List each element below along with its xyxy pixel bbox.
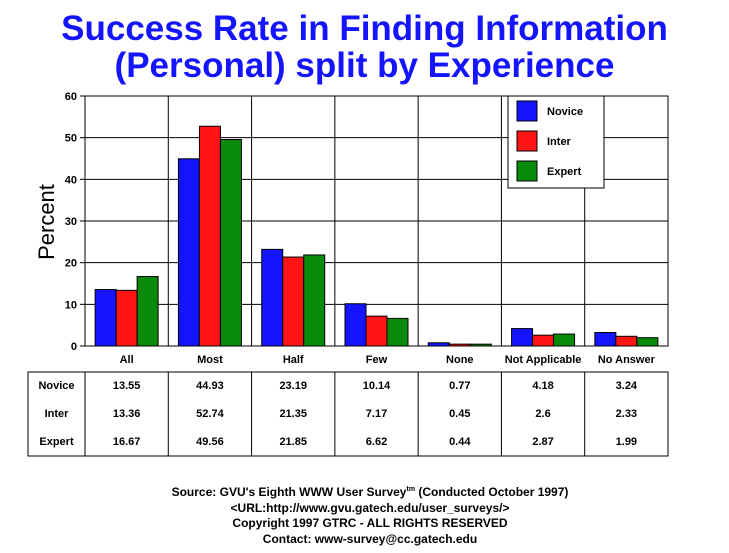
bar-expert-all [136,276,159,347]
copyright: Copyright 1997 GTRC - ALL RIGHTS RESERVE… [232,516,508,530]
table-cell: 3.24 [616,380,638,392]
bar-inter-no-answer [615,335,638,347]
plot-frame [84,95,669,347]
table-cell: 7.17 [366,408,387,420]
axes [80,95,669,347]
y-tick-label: 30 [65,216,77,228]
table-cell: 10.14 [363,380,391,392]
trademark-sup: tm [406,486,416,493]
table-cell: 21.85 [279,436,307,448]
bar-inter-few [365,315,388,347]
contact: Contact: www-survey@cc.gatech.edu [262,531,478,546]
survey-url: <URL:http://www.gvu.gatech.edu/user_surv… [230,500,510,515]
table-row-label: Inter [45,408,70,420]
bar-expert-few [386,317,409,347]
y-tick-labels: 0 10 20 30 40 50 60 [65,91,77,353]
table-cell: 23.19 [279,380,307,392]
x-tick-labels: All Most Half Few None Not Applicable No Answe… [120,354,656,366]
bar-expert-most [219,139,242,347]
bar-inter-most [198,125,221,347]
legend-swatch-expert [516,160,538,182]
table-cell: 0.44 [449,436,471,448]
data-table: Novice 13.55 44.93 23.19 10.14 0.77 4.18 3.24 In… [27,371,669,457]
bar-novice-not-applicable [511,328,534,347]
table-cell: 6.62 [366,436,387,448]
legend-label-expert: Expert [547,166,582,178]
table-cell: 44.93 [196,380,224,392]
bar-novice-half [261,248,284,347]
y-tick-label: 50 [65,133,77,145]
legend-swatch-inter [516,130,538,152]
source-text: Source: GVU's Eighth WWW User Survey [171,485,407,499]
y-tick-label: 0 [71,341,77,353]
bar-expert-half [303,254,326,347]
x-tick-label: Not Applicable [505,354,582,366]
x-tick-label: None [446,354,474,366]
bar-novice-most [177,158,200,347]
y-tick-label: 20 [65,258,77,270]
bar-novice-all [94,289,117,347]
x-tick-label: All [120,354,134,366]
table-cell: 13.55 [113,380,141,392]
footer: Source: GVU's Eighth WWW User Surveytm (… [0,482,729,547]
y-tick-label: 40 [65,174,77,186]
table-cell: 49.56 [196,436,224,448]
y-tick-label: 10 [65,299,77,311]
chart-title-line-1: Success Rate in Finding Information [61,9,668,48]
y-axis-label: Percent [34,184,59,260]
chart-title: Success Rate in Finding Information (Per… [0,10,729,84]
table-cell: 4.18 [532,380,553,392]
table-cell: 13.36 [113,408,141,420]
table-frame [27,371,669,457]
table-cell: 1.99 [616,436,637,448]
x-tick-label: Half [283,354,304,366]
legend-label-novice: Novice [547,106,583,118]
legend: Novice Inter Expert [507,95,605,189]
bar-novice-no-answer [594,332,617,347]
bar-novice-few [344,303,367,347]
table-cell: 2.87 [532,436,553,448]
table-cell: 21.35 [279,408,307,420]
bar-inter-all [115,289,138,347]
x-tick-label: Most [197,354,223,366]
legend-swatch-novice [516,100,538,122]
table-cell: 0.77 [449,380,470,392]
table-cell: 2.33 [616,408,637,420]
bar-chart: 0 10 20 30 40 50 60 Percent All Most Half Few None… [27,91,669,457]
bar-expert-no-answer [636,337,659,347]
bar-inter-half [282,256,305,347]
table-cell: 2.6 [535,408,550,420]
source-date: (Conducted October 1997) [415,485,569,499]
source-line: Source: GVU's Eighth WWW User Surveytm (… [0,482,729,501]
table-cell: 16.67 [113,436,141,448]
bar-inter-not-applicable [532,334,555,347]
table-row-label: Expert [39,436,74,448]
table-cell: 52.74 [196,408,224,420]
table-cell: 0.45 [449,408,470,420]
legend-label-inter: Inter [547,136,572,148]
y-tick-label: 60 [65,91,77,103]
table-row-label: Novice [38,380,74,392]
bar-expert-not-applicable [553,333,576,347]
x-tick-label: No Answer [598,354,656,366]
chart-title-line-2: (Personal) split by Experience [114,46,615,85]
x-tick-label: Few [366,354,388,366]
